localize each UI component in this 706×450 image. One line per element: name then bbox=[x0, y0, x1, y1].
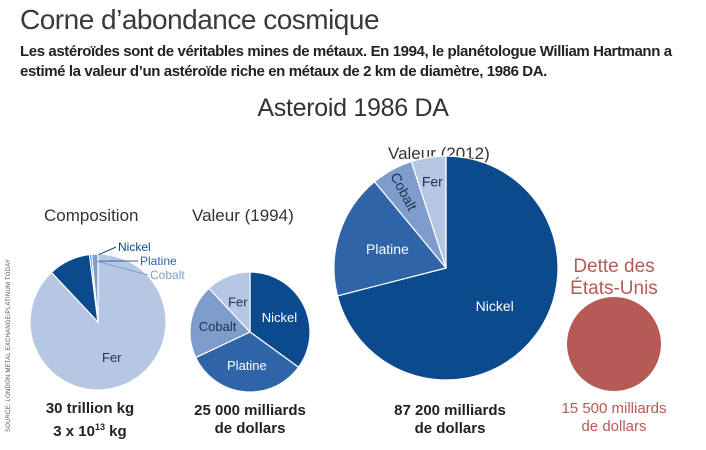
pie-slice-dette-des-etats-unis-dette-des-etats-unis bbox=[567, 297, 661, 391]
pie-label-composition-platine: Platine bbox=[140, 254, 177, 268]
page-title: Corne d’abondance cosmique bbox=[20, 4, 380, 35]
pie-label-valeur-2012-nickel: Nickel bbox=[476, 298, 514, 314]
pie-label-valeur-1994-cobalt: Cobalt bbox=[199, 319, 237, 334]
pie-label-valeur-1994-platine: Platine bbox=[227, 358, 267, 373]
pie-label-valeur-1994-nickel: Nickel bbox=[262, 310, 298, 325]
debt-title-line2: États-Unis bbox=[570, 278, 658, 299]
pie-slice-valeur-2012-nickel bbox=[336, 155, 559, 381]
pie-label-composition-fer: Fer bbox=[102, 350, 122, 365]
pie-label-valeur-2012-platine: Platine bbox=[366, 241, 409, 257]
pie-slice-valeur-2012-platine bbox=[333, 180, 448, 297]
composition-total-label: 30 trillion kg 3 x 1013 kg bbox=[45, 400, 135, 440]
value-1994-total-label: 25 000 milliards de dollars bbox=[194, 402, 306, 437]
pie-leader-composition-cobalt bbox=[94, 260, 149, 276]
value-1994-title: Valeur (1994) bbox=[192, 206, 294, 225]
debt-total-label: 15 500 milliards de dollars bbox=[561, 400, 667, 435]
pie-slice-valeur-2012-fer bbox=[410, 155, 447, 269]
value-2012-total-label: 87 200 milliards de dollars bbox=[394, 402, 506, 437]
pie-label-valeur-2012-fer: Fer bbox=[422, 174, 443, 190]
chart-title: Asteroid 1986 DA bbox=[257, 94, 449, 122]
pie-slice-valeur-1994-fer bbox=[208, 271, 251, 334]
pie-label-composition-nickel: Nickel bbox=[118, 240, 151, 254]
pie-label-composition-cobalt: Cobalt bbox=[150, 268, 185, 282]
pie-slice-valeur-1994-platine bbox=[194, 331, 300, 393]
page-subtitle: Les astéroïdes sont de véritables mines … bbox=[20, 43, 672, 80]
composition-title: Composition bbox=[44, 206, 139, 225]
pie-slice-composition-cobalt bbox=[90, 253, 99, 323]
pie-slice-valeur-1994-nickel bbox=[249, 271, 311, 369]
debt-title-line1: Dette des bbox=[573, 256, 654, 277]
pie-slice-valeur-1994-cobalt bbox=[189, 287, 252, 359]
pie-label-valeur-1994-fer: Fer bbox=[228, 294, 248, 309]
